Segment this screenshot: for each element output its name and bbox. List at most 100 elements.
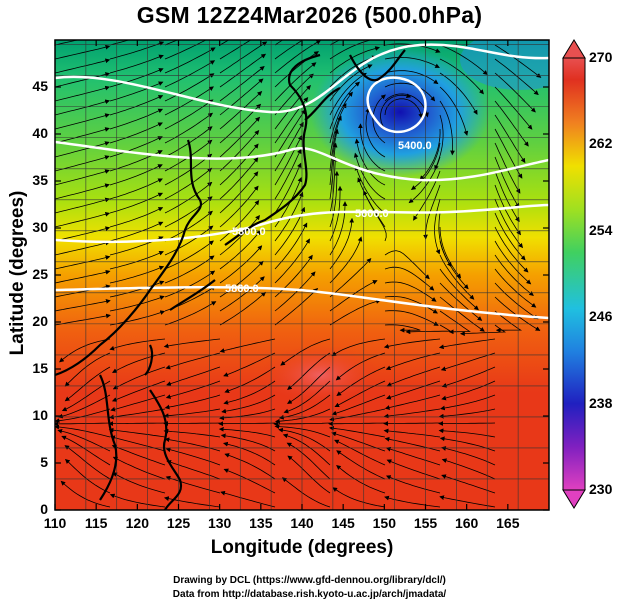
streamline (328, 421, 386, 427)
streamline (274, 121, 304, 172)
streamline (494, 72, 536, 113)
streamline (329, 425, 386, 438)
streamline (165, 475, 221, 494)
streamline (55, 450, 56, 451)
streamline (55, 99, 110, 116)
y-tick-label: 25 (32, 266, 48, 282)
x-tick-label: 160 (454, 515, 479, 531)
streamline (221, 394, 276, 414)
streamline (439, 86, 469, 136)
streamline (383, 421, 440, 426)
streamline (441, 446, 496, 466)
coastline (55, 139, 203, 377)
streamline (438, 408, 496, 419)
streamline (55, 127, 110, 144)
streamline (280, 338, 331, 366)
streamline (494, 212, 526, 261)
streamline (336, 450, 386, 480)
streamline (274, 148, 302, 200)
streamline (57, 428, 111, 452)
streamline (55, 40, 80, 46)
streamline (494, 114, 526, 164)
streamline (55, 269, 111, 284)
streamline (410, 142, 441, 190)
streamline (274, 162, 302, 214)
streamline (112, 456, 166, 480)
streamline (329, 185, 343, 242)
streamline (55, 240, 111, 256)
streamline (384, 266, 435, 291)
streamline (441, 366, 496, 388)
streamline (494, 240, 532, 285)
streamline (439, 226, 462, 279)
coastline (169, 279, 216, 311)
streamline (439, 100, 455, 156)
colorbar-bottom-arrow (562, 489, 586, 509)
streamline (163, 408, 221, 419)
streamline (163, 428, 221, 438)
streamline (384, 250, 430, 280)
streamline (335, 352, 386, 381)
streamline (283, 380, 331, 414)
streamline (439, 240, 469, 290)
y-tick-label: 10 (32, 407, 48, 423)
streamline (55, 299, 111, 312)
streamline (334, 439, 386, 466)
streamline (164, 60, 216, 88)
height-contour-line (55, 286, 549, 320)
streamline (439, 282, 483, 321)
streamline (55, 141, 110, 158)
streamline (440, 394, 496, 411)
streamline (329, 55, 377, 88)
streamline (219, 408, 276, 421)
streamline (109, 41, 165, 60)
colorbar-tick-label: 254 (589, 221, 613, 238)
streamline (64, 445, 111, 480)
x-tick-label: 145 (331, 515, 355, 531)
colorbar-body (562, 57, 586, 491)
streamline (164, 40, 179, 46)
streamline (282, 433, 331, 466)
height-contour-line (55, 203, 549, 244)
streamline (365, 107, 386, 158)
streamline (55, 85, 110, 102)
streamline (274, 424, 331, 438)
streamline (55, 424, 111, 438)
streamline (109, 122, 163, 144)
streamline (329, 299, 381, 326)
streamline (111, 352, 166, 373)
streamline (109, 81, 164, 102)
streamline (223, 352, 276, 377)
streamline (372, 94, 386, 144)
height-contour-line (366, 76, 427, 134)
streamline (329, 258, 372, 298)
streamline (224, 453, 276, 480)
streamline (55, 211, 111, 228)
streamline (274, 288, 319, 326)
streamline (274, 135, 303, 186)
coastline (99, 374, 118, 501)
streamline (218, 421, 276, 427)
streamline (494, 86, 533, 130)
streamline (386, 366, 441, 387)
y-tick-label: 45 (32, 78, 48, 94)
streamline (334, 380, 386, 407)
streamline (438, 338, 496, 350)
streamline (329, 40, 383, 60)
streamline (109, 136, 163, 158)
streamline (439, 310, 471, 335)
streamline (55, 226, 111, 242)
streamline (386, 459, 441, 480)
streamline (164, 167, 213, 200)
streamline (287, 366, 331, 404)
streamline (439, 268, 479, 311)
streamline (383, 338, 441, 349)
streamline (329, 280, 378, 312)
colorbar-top-arrow (562, 39, 586, 59)
streamline (329, 46, 380, 74)
y-tick-label: 30 (32, 219, 48, 235)
streamline (494, 254, 534, 297)
streamline (164, 225, 214, 256)
streamline (223, 441, 276, 466)
streamline (287, 455, 331, 494)
